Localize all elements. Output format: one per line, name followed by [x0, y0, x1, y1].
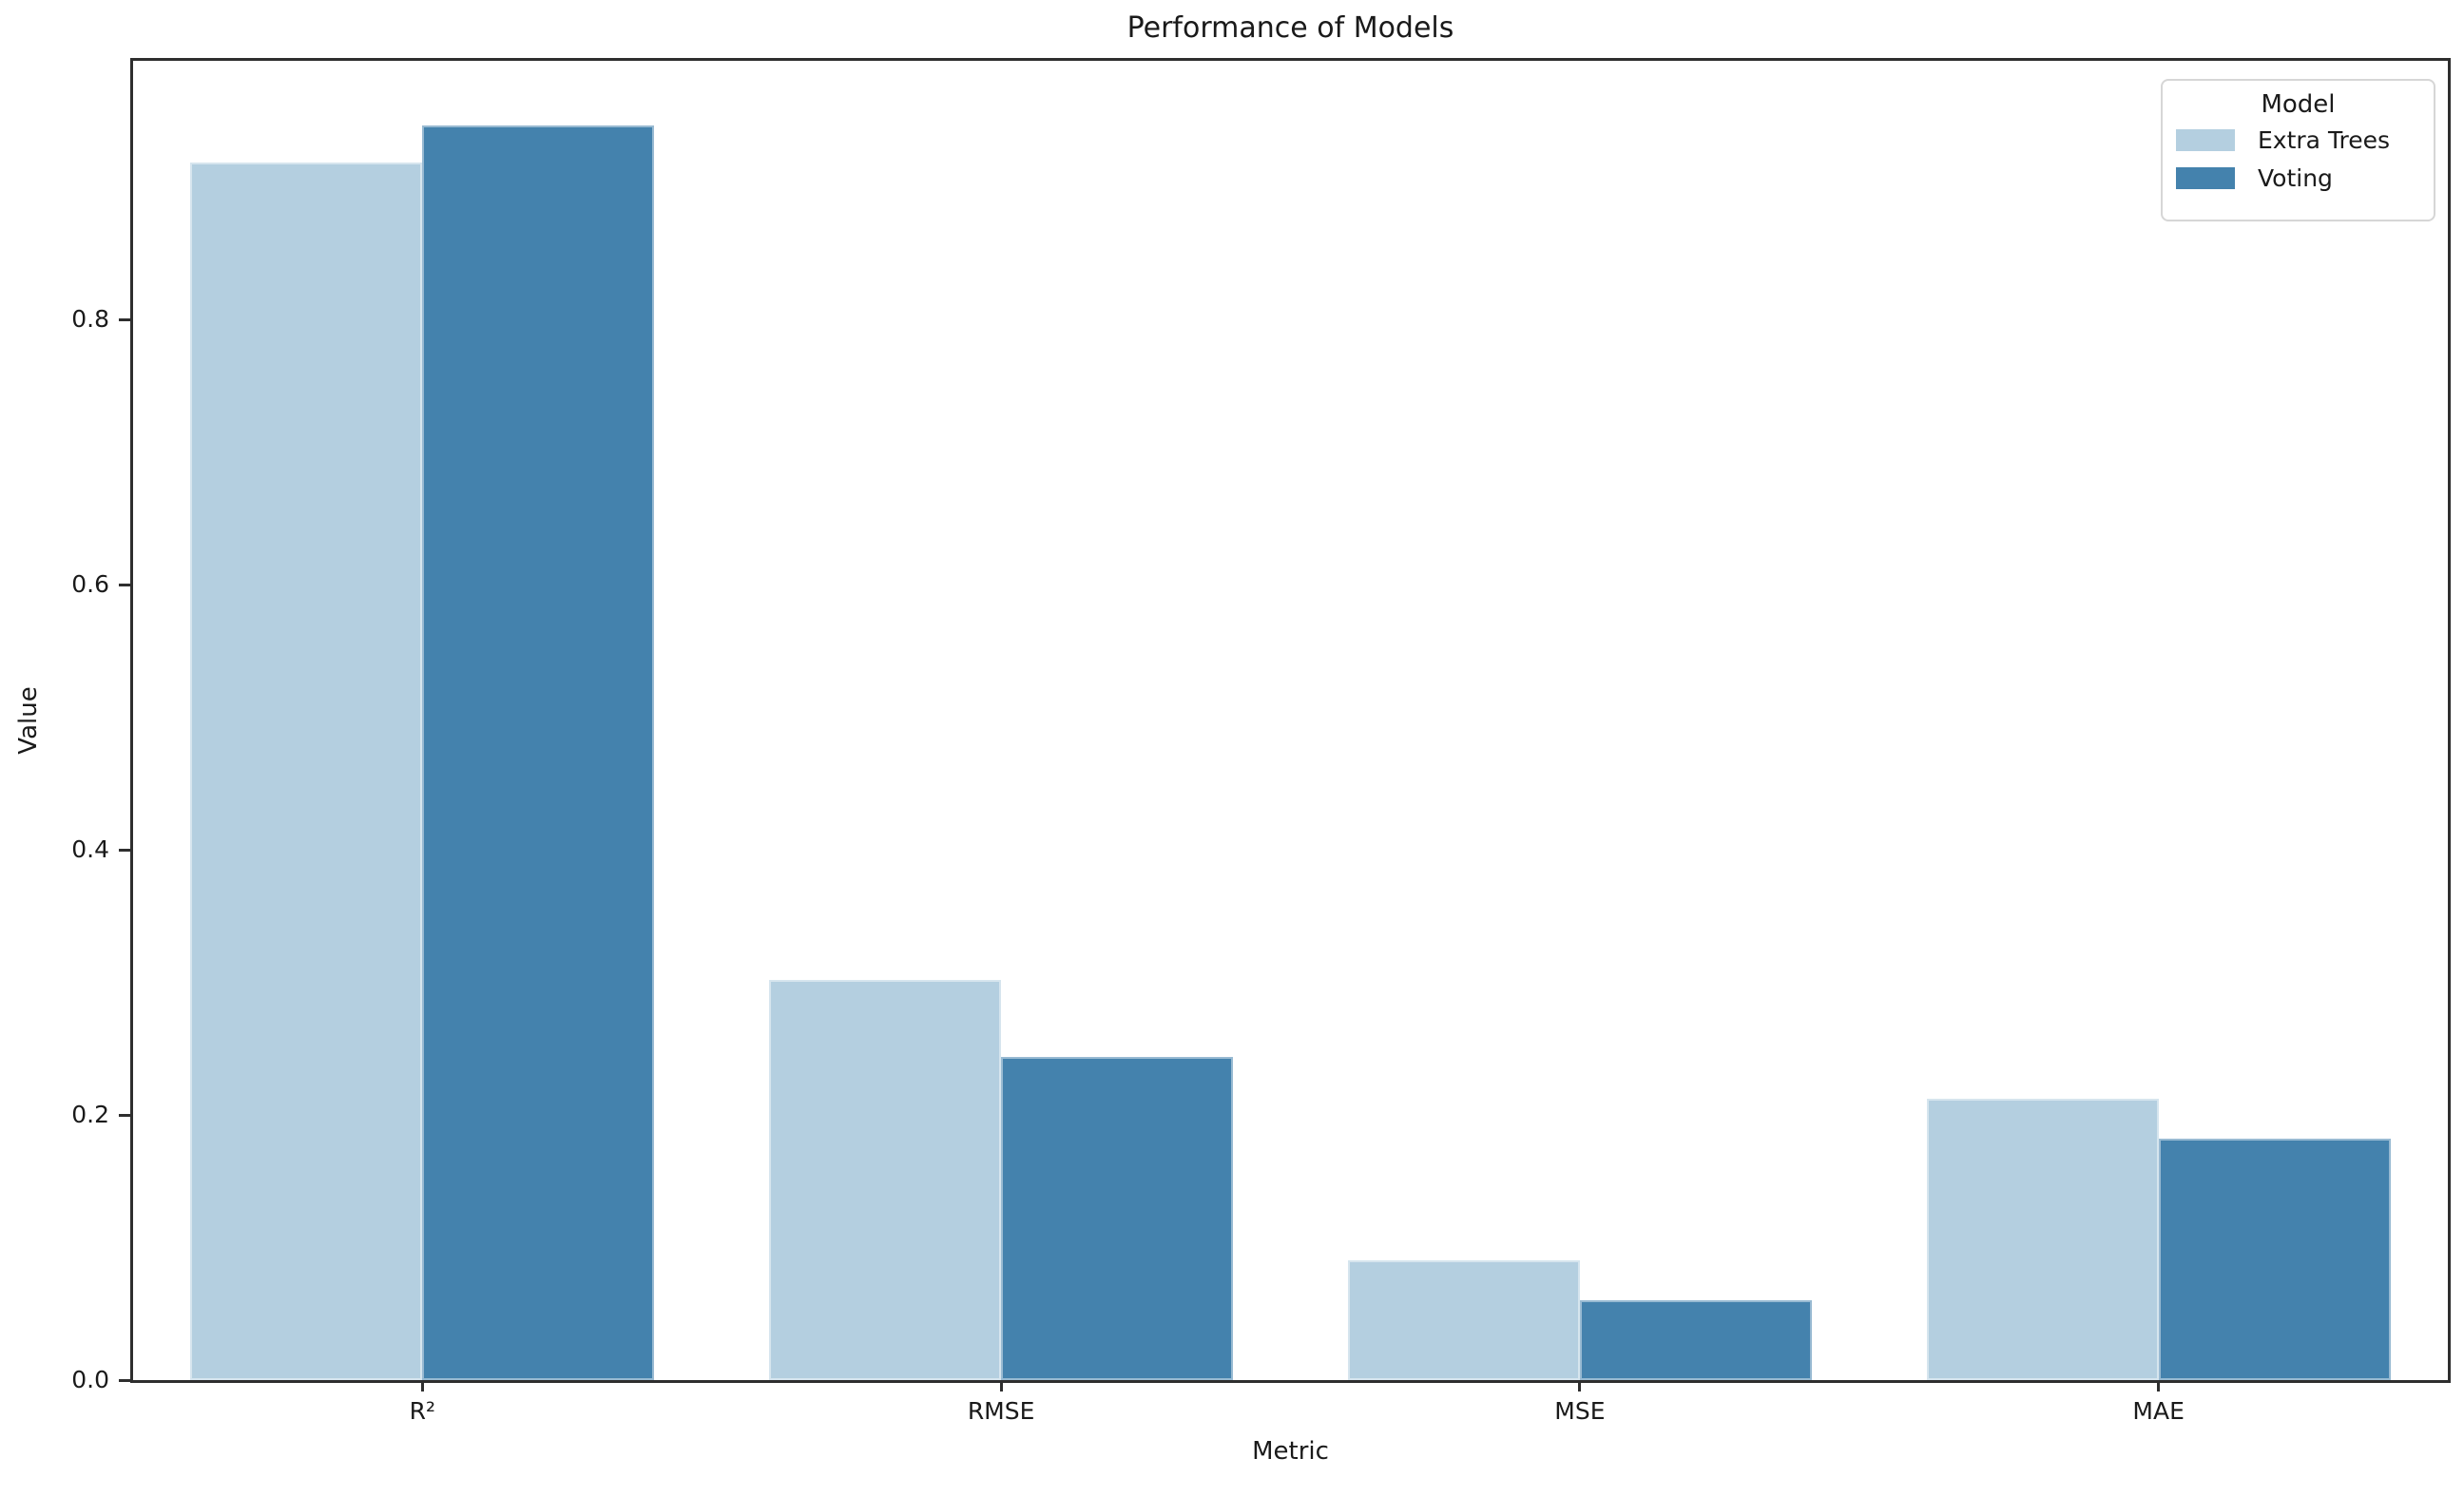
x-tick-mark — [2157, 1380, 2161, 1391]
legend-entry-extra-trees: Extra Trees — [2163, 126, 2434, 154]
x-tick-label: R² — [409, 1397, 436, 1425]
legend-entry-label: Voting — [2258, 164, 2333, 192]
bar-extra-trees — [769, 979, 1002, 1380]
chart-title: Performance of Models — [1126, 11, 1454, 45]
y-tick-mark — [119, 583, 130, 586]
legend: Model Extra Trees Voting — [2161, 79, 2435, 221]
legend-entry-label: Extra Trees — [2258, 126, 2391, 154]
x-tick-label: MSE — [1554, 1397, 1606, 1425]
x-axis-spine — [130, 1380, 2451, 1383]
y-axis-spine — [130, 58, 133, 1383]
plot-area: R² RMSE MSE MAE 0.0 0.2 0.4 0.6 0.8 — [71, 58, 2451, 1425]
y-tick-mark — [119, 317, 130, 321]
y-tick-label: 0.2 — [71, 1101, 109, 1128]
y-tick-mark — [119, 1378, 130, 1382]
bar-voting — [2158, 1139, 2391, 1380]
x-tick-mark — [420, 1380, 424, 1391]
legend-entry-voting: Voting — [2163, 164, 2434, 192]
x-tick-label: RMSE — [967, 1397, 1035, 1425]
y-tick-label: 0.6 — [71, 570, 109, 598]
right-spine — [2448, 58, 2451, 1383]
y-tick-label: 0.4 — [71, 835, 109, 863]
y-axis-label: Value — [14, 686, 43, 755]
y-tick-label: 0.0 — [71, 1366, 109, 1393]
top-spine — [130, 58, 2451, 61]
extra-trees-swatch-icon — [2176, 129, 2235, 151]
y-tick-mark — [119, 848, 130, 852]
y-tick-mark — [119, 1113, 130, 1117]
bar-voting — [1001, 1056, 1234, 1380]
x-tick-mark — [999, 1380, 1003, 1391]
x-tick-mark — [1578, 1380, 1582, 1391]
x-tick-label: MAE — [2132, 1397, 2185, 1425]
voting-swatch-icon — [2176, 167, 2235, 189]
y-tick-label: 0.8 — [71, 305, 109, 334]
bar-extra-trees — [1926, 1099, 2159, 1380]
bar-extra-trees — [190, 163, 423, 1380]
bar-voting — [422, 125, 655, 1380]
legend-title: Model — [2261, 90, 2336, 119]
bar-voting — [1579, 1300, 1812, 1380]
x-axis-label: Metric — [1252, 1437, 1329, 1466]
bar-extra-trees — [1347, 1260, 1580, 1380]
